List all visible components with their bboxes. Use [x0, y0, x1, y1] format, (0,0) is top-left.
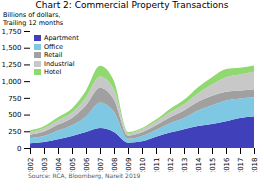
- svg-text:2013: 2013: [181, 158, 189, 173]
- svg-text:2017: 2017: [237, 158, 245, 173]
- svg-text:2007: 2007: [97, 158, 105, 173]
- svg-text:2018: 2018: [251, 158, 259, 173]
- svg-text:1,250: 1,250: [1, 61, 21, 69]
- svg-text:2012: 2012: [167, 158, 175, 173]
- svg-text:1,750: 1,750: [1, 28, 21, 36]
- html-text:Retail: Retail: [44, 51, 63, 59]
- svg-text:1,000: 1,000: [1, 78, 21, 86]
- html-text:Apartment: Apartment: [44, 34, 79, 42]
- svg-text:1,500: 1,500: [1, 44, 21, 52]
- html-text:Chart 2: Commercial Property T: Chart 2: Commercial Property Transaction…: [35, 0, 229, 10]
- svg-text:500: 500: [8, 111, 21, 119]
- html-text:Hotel: Hotel: [44, 68, 62, 76]
- svg-text:0: 0: [17, 145, 21, 153]
- svg-text:2010: 2010: [139, 158, 147, 173]
- svg-text:2008: 2008: [111, 158, 119, 173]
- svg-text:2004: 2004: [55, 157, 63, 172]
- svg-text:2014: 2014: [195, 157, 203, 172]
- svg-text:2011: 2011: [153, 158, 161, 173]
- svg-text:750: 750: [8, 95, 21, 103]
- html-text:Billions of dollars, Trailing: Billions of dollars, Trailing 12 months: [3, 11, 64, 27]
- svg-text:2006: 2006: [83, 157, 91, 172]
- svg-text:2005: 2005: [69, 158, 77, 173]
- svg-text:2015: 2015: [209, 158, 217, 173]
- html-text:Source: RCA, Bloomberg, Nareit: Source: RCA, Bloomberg, Nareit 2019: [28, 172, 141, 179]
- svg-text:250: 250: [8, 128, 21, 136]
- svg-text:2016: 2016: [223, 157, 231, 172]
- html-text:Office: Office: [44, 42, 63, 51]
- svg-text:2003: 2003: [41, 158, 49, 173]
- html-text:Industrial: Industrial: [44, 59, 75, 68]
- svg-text:2009: 2009: [125, 158, 133, 173]
- svg-text:2002: 2002: [27, 158, 35, 173]
